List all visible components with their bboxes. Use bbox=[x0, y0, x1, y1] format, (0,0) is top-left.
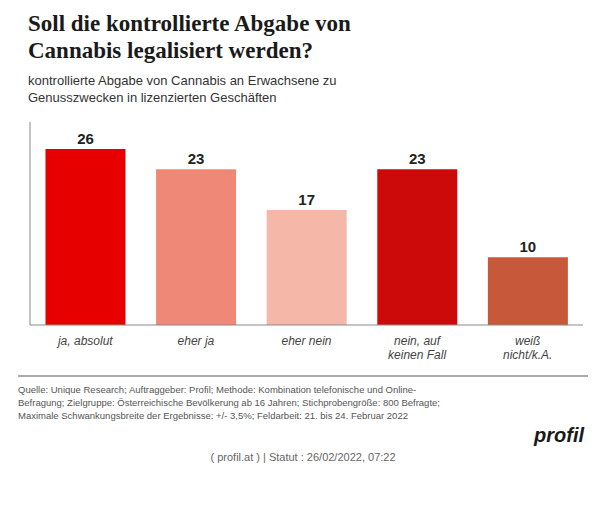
html-text:profil: profil bbox=[534, 424, 584, 446]
svg-text:23: 23 bbox=[409, 150, 426, 167]
html-text:kontrollierte Abgabe von Canna: kontrollierte Abgabe von Cannabis an Erw… bbox=[28, 73, 337, 105]
svg-text:ja, absolut: ja, absolut bbox=[56, 334, 113, 348]
svg-text:10: 10 bbox=[520, 238, 537, 255]
svg-text:weißnicht/k.A.: weißnicht/k.A. bbox=[503, 334, 552, 362]
svg-text:23: 23 bbox=[188, 150, 205, 167]
html-text:Soll die kontrollierte Abgabe: Soll die kontrollierte Abgabe von Cannab… bbox=[28, 11, 351, 63]
html-text:Quelle: Unique Research; Auftr: Quelle: Unique Research; Auftraggeber: P… bbox=[18, 384, 440, 421]
svg-text:nein, aufkeinen Fall: nein, aufkeinen Fall bbox=[388, 334, 446, 362]
svg-text:eher nein: eher nein bbox=[281, 334, 331, 348]
html-text:( profil.at ) | Statut : 26/02: ( profil.at ) | Statut : 26/02/2022, 07:… bbox=[210, 451, 396, 463]
svg-text:17: 17 bbox=[298, 191, 315, 208]
svg-text:26: 26 bbox=[77, 130, 94, 147]
svg-text:eher ja: eher ja bbox=[178, 334, 215, 348]
